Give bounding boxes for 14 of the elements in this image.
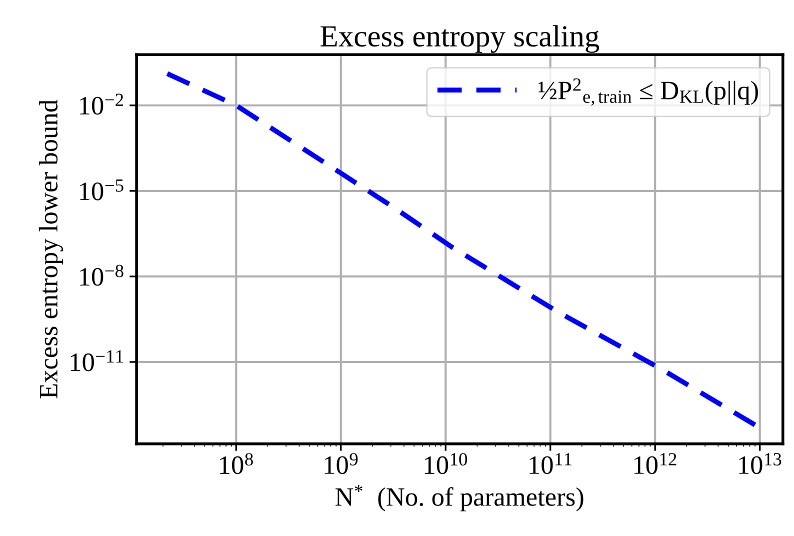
legend-label: ½P$^{2}$$_{e,train}$ ≤ D$_{KL}$(p||q) xyxy=(538,78,758,106)
chart-title: Excess entropy scaling xyxy=(320,25,600,53)
x-tick-label: 10$^{12}$ xyxy=(634,453,676,474)
y-tick-label: 10$^{−8}$ xyxy=(80,264,124,286)
y-tick-label: 10$^{−5}$ xyxy=(80,179,124,200)
x-tick-label: 10$^{8}$ xyxy=(220,453,253,474)
y-tick-label: 10$^{−11}$ xyxy=(70,350,123,372)
x-tick-label: 10$^{10}$ xyxy=(424,453,468,474)
y-tick-label: 10$^{−2}$ xyxy=(80,94,124,115)
x-tick-label: 10$^{11}$ xyxy=(530,453,572,474)
x-tick-label: 10$^{13}$ xyxy=(739,453,782,474)
x-tick-label: 10$^{9}$ xyxy=(324,453,358,474)
x-axis-title: N$^{*}$ (No. of parameters) xyxy=(336,485,584,512)
y-axis-title: Excess entropy lower bound xyxy=(38,100,63,398)
